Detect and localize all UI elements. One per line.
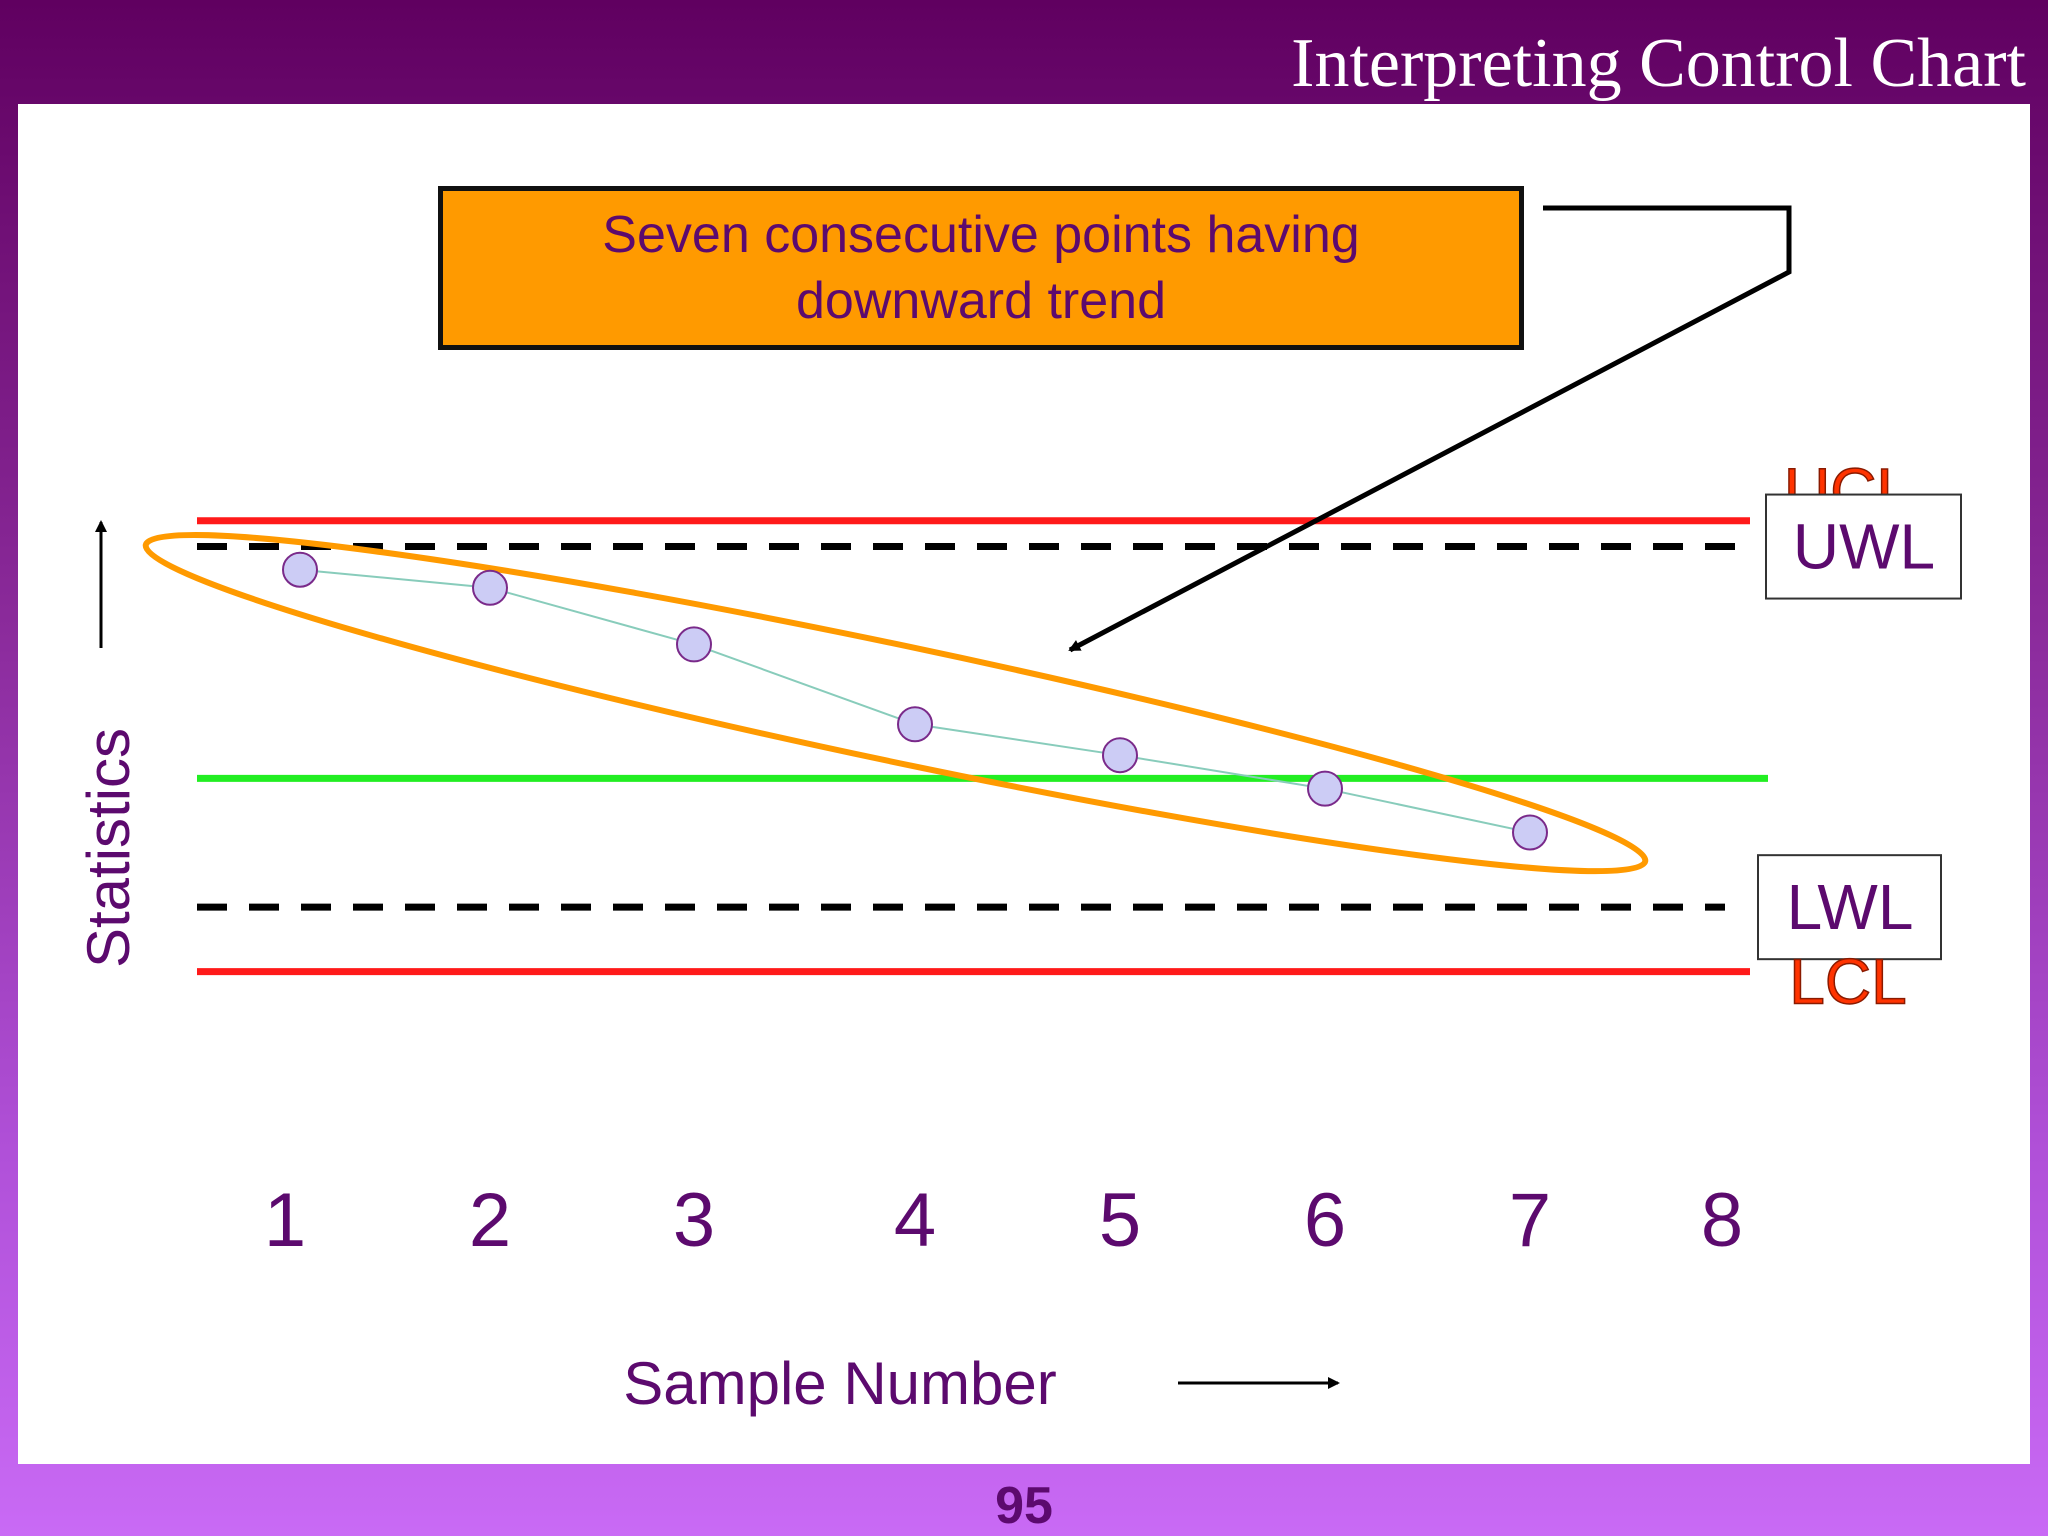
x-tick-label-5: 5 (1099, 1178, 1141, 1263)
callout-text: Seven consecutive points having downward… (602, 206, 1360, 330)
trend-highlight-ellipse (142, 532, 1649, 875)
data-point-1 (282, 551, 318, 588)
data-point-5 (1102, 737, 1138, 774)
x-tick-label-8: 8 (1701, 1178, 1743, 1263)
data-point-6 (1307, 770, 1343, 807)
data-point-7 (1512, 814, 1548, 851)
x-axis-label: Sample Number (623, 1350, 1057, 1417)
x-tick-label-6: 6 (1304, 1178, 1346, 1263)
slide-title: Interpreting Control Chart (1291, 25, 2026, 102)
x-tick-label-3: 3 (673, 1178, 715, 1263)
label-lwl: LWL (1787, 871, 1914, 943)
label-uwl: UWL (1793, 511, 1935, 583)
x-tick-label-2: 2 (469, 1178, 511, 1263)
label-box-uwl (1765, 493, 1962, 600)
label-lcl: LCL (1789, 946, 1906, 1018)
x-tick-label-4: 4 (894, 1178, 936, 1263)
y-axis-label: Statistics (75, 728, 142, 968)
page-number: 95 (995, 1477, 1053, 1535)
callout-box: Seven consecutive points having downward… (438, 186, 1524, 350)
x-tick-label-1: 1 (264, 1178, 306, 1263)
label-box-lwl (1757, 854, 1942, 961)
data-point-2 (472, 569, 508, 606)
data-point-4 (897, 706, 933, 743)
x-tick-label-7: 7 (1509, 1178, 1551, 1263)
callout-arrow (1068, 205, 1792, 653)
series-line (299, 568, 1531, 834)
data-point-3 (676, 626, 712, 663)
